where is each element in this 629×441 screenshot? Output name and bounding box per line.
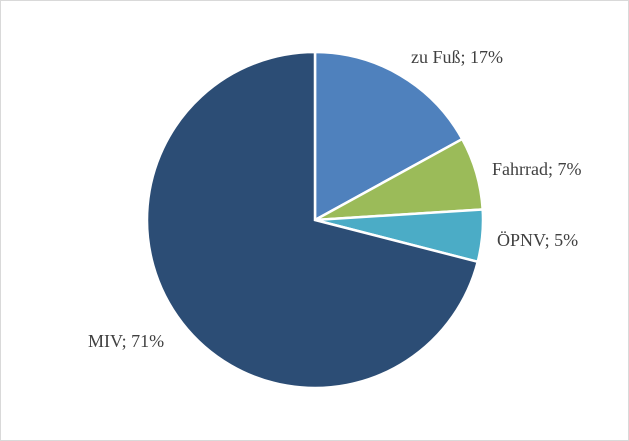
- data-label-zu-fuss: zu Fuß; 17%: [411, 47, 503, 67]
- data-label-oepnv: ÖPNV; 5%: [497, 230, 578, 250]
- data-labels: zu Fuß; 17% Fahrrad; 7% ÖPNV; 5% MIV; 71…: [88, 47, 581, 351]
- pie-slice-miv: [145, 50, 480, 390]
- pie-slices: [145, 50, 485, 390]
- pie-slice-zu-fuss: [313, 50, 464, 223]
- data-label-miv: MIV; 71%: [88, 331, 164, 351]
- data-label-fahrrad: Fahrrad; 7%: [492, 159, 581, 179]
